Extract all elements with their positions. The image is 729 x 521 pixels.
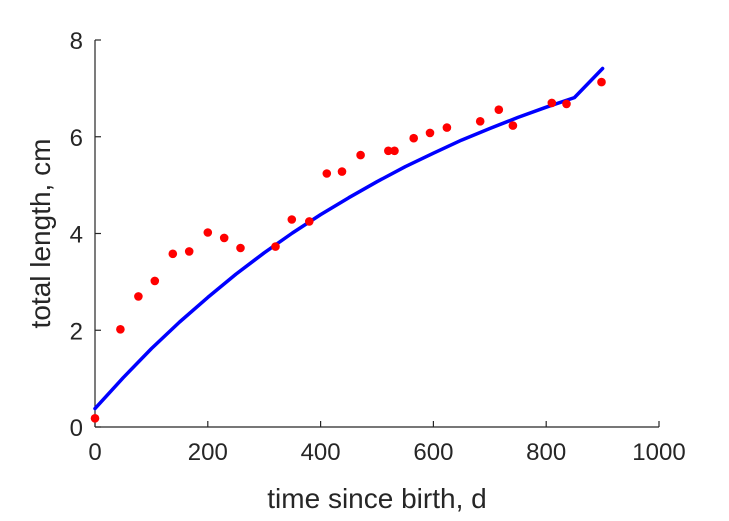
y-axis-label: total length, cm (25, 139, 56, 329)
data-point (184, 247, 194, 256)
data-point (508, 121, 518, 130)
data-point (203, 228, 213, 237)
x-axis-label: time since birth, d (267, 483, 486, 514)
data-point (475, 117, 485, 126)
x-tick-label: 0 (88, 439, 101, 466)
y-tick-label: 0 (70, 415, 83, 442)
data-point (442, 123, 452, 132)
data-point (547, 98, 557, 108)
y-axis-ticks: 0 2 4 6 8 (70, 28, 101, 442)
y-tick-label: 6 (70, 125, 83, 152)
data-point (219, 233, 229, 243)
data-point (390, 146, 399, 156)
x-tick-label: 1000 (632, 439, 685, 466)
data-point (597, 77, 606, 87)
data-point (134, 292, 143, 301)
data-point (287, 215, 297, 224)
data-point (305, 217, 314, 226)
data-point (409, 133, 419, 143)
data-point (425, 128, 435, 138)
data-point (322, 169, 332, 178)
plot-series (90, 66, 606, 423)
data-point (494, 105, 504, 114)
y-tick-label: 2 (70, 318, 83, 345)
data-point (116, 325, 125, 334)
x-tick-label: 600 (413, 439, 453, 466)
data-point (356, 150, 365, 160)
data-point (384, 146, 393, 156)
x-tick-label: 400 (301, 439, 341, 466)
data-point (90, 414, 100, 423)
data-point (168, 249, 178, 259)
data-point (337, 167, 347, 176)
x-axis-ticks: 0 200 400 600 800 1000 (88, 421, 686, 466)
data-point (271, 242, 280, 251)
data-point (236, 243, 245, 253)
data-point (150, 276, 160, 286)
y-tick-label: 4 (70, 222, 83, 249)
fit-curve (93, 66, 605, 411)
x-tick-label: 200 (188, 439, 228, 466)
y-tick-label: 8 (70, 28, 83, 55)
axes: 0 200 400 600 800 1000 0 2 4 6 8 (70, 28, 686, 466)
x-tick-label: 800 (526, 439, 566, 466)
data-point (562, 99, 571, 109)
